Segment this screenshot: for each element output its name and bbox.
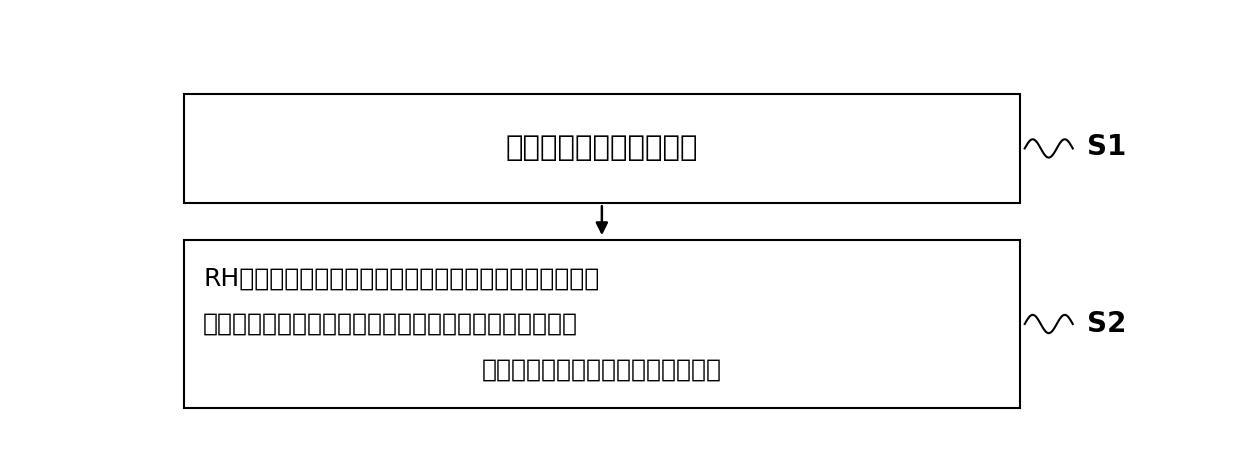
Text: S2: S2: [1087, 310, 1127, 338]
FancyBboxPatch shape: [184, 94, 1019, 203]
Text: S1: S1: [1087, 133, 1126, 161]
Text: 转炉不经脱氧合金化出钢: 转炉不经脱氧合金化出钢: [506, 134, 698, 162]
Text: 为依据确定加入高碳锰铁的量，并以金属锰补足钢种锰含: 为依据确定加入高碳锰铁的量，并以金属锰补足钢种锰含: [203, 312, 578, 336]
Text: 量要求；在脱碳结束后加入铝以脱氧: 量要求；在脱碳结束后加入铝以脱氧: [482, 358, 722, 382]
FancyBboxPatch shape: [184, 240, 1019, 408]
Text: RH精炼过程中，加入高碳锰铁脱氧，且以钢水自身碳含量: RH精炼过程中，加入高碳锰铁脱氧，且以钢水自身碳含量: [203, 266, 599, 290]
